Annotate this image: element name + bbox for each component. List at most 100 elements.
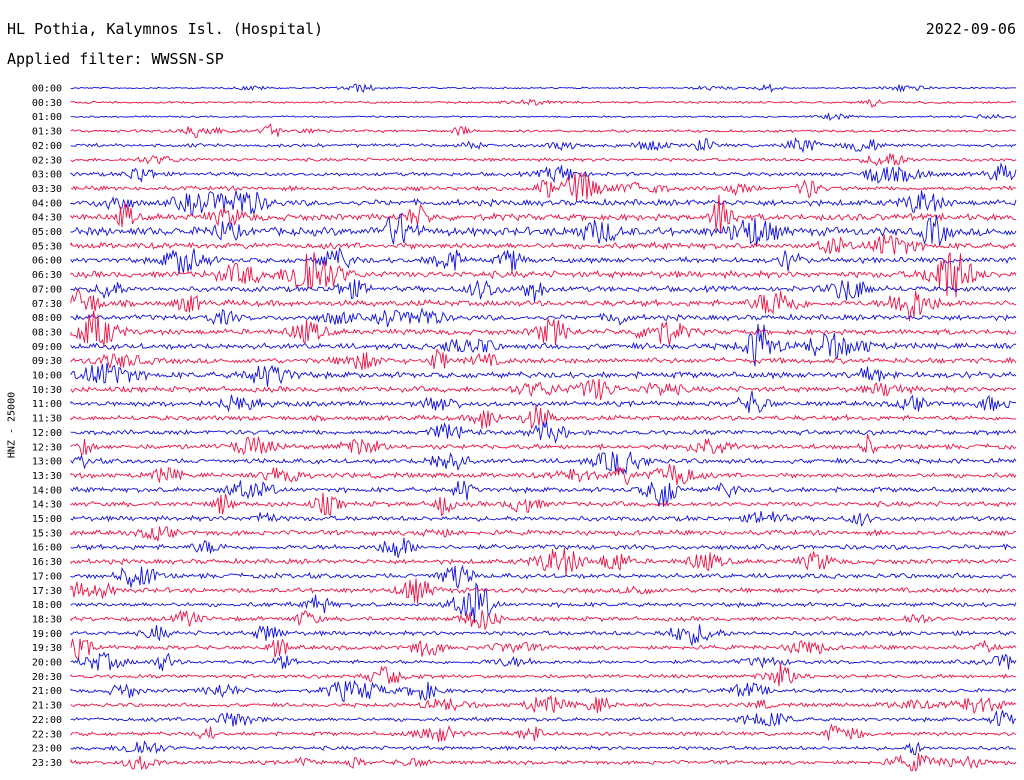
trace-row	[70, 348, 1017, 371]
trace-row	[70, 537, 1017, 558]
trace-row	[70, 578, 1017, 604]
row-time-label: 07:30	[32, 299, 62, 310]
trace-row	[70, 190, 1017, 217]
station-title: HL Pothia, Kalymnos Isl. (Hospital)	[7, 20, 324, 38]
row-time-label: 17:30	[32, 586, 62, 597]
row-time-label: 08:00	[32, 313, 62, 324]
trace-row	[70, 564, 1017, 590]
trace-row	[70, 246, 1017, 274]
row-time-label: 13:30	[32, 471, 62, 482]
trace-row	[70, 153, 1017, 167]
trace-row	[70, 83, 1017, 93]
trace-row	[70, 464, 1017, 486]
row-time-label: 01:30	[32, 127, 62, 138]
trace-row	[70, 307, 1017, 328]
row-time-label: 03:00	[32, 170, 62, 181]
row-time-label: 14:30	[32, 500, 62, 511]
row-time-label: 16:00	[32, 543, 62, 554]
trace-row	[70, 624, 1017, 647]
row-time-label: 16:30	[32, 557, 62, 568]
trace-row	[70, 480, 1017, 507]
trace-row	[70, 638, 1017, 661]
row-time-label: 23:00	[32, 744, 62, 755]
trace-row	[70, 651, 1017, 672]
trace-row	[70, 581, 1017, 623]
trace-row	[70, 609, 1017, 631]
trace-row	[70, 492, 1017, 517]
row-time-label: 05:00	[32, 227, 62, 238]
record-date: 2022-09-06	[925, 20, 1016, 38]
row-time-label: 19:30	[32, 643, 62, 654]
trace-row	[70, 234, 1017, 255]
trace-row	[70, 391, 1017, 414]
row-time-label: 04:30	[32, 213, 62, 224]
row-time-label: 21:00	[32, 686, 62, 697]
row-time-label: 08:30	[32, 327, 62, 338]
trace-row	[70, 434, 1017, 456]
trace-row	[70, 137, 1017, 154]
row-time-label: 02:00	[32, 141, 62, 152]
trace-row	[70, 525, 1017, 542]
row-time-label: 13:00	[32, 457, 62, 468]
trace-row	[70, 112, 1017, 121]
row-time-label: 05:30	[32, 241, 62, 252]
row-time-label: 10:30	[32, 385, 62, 396]
row-time-label: 11:30	[32, 414, 62, 425]
row-time-label: 22:00	[32, 715, 62, 726]
trace-row	[70, 194, 1017, 234]
row-time-label: 21:30	[32, 701, 62, 712]
trace-row	[70, 740, 1016, 756]
trace-row	[70, 362, 1017, 387]
trace-row	[70, 451, 1017, 475]
trace-row	[70, 723, 1017, 742]
row-time-label: 09:00	[32, 342, 62, 353]
trace-row	[70, 252, 1017, 298]
row-time-label: 23:30	[32, 758, 62, 769]
trace-row	[70, 547, 1017, 575]
trace-row	[70, 753, 1017, 772]
trace-row	[70, 98, 1017, 109]
trace-row	[70, 420, 1017, 444]
trace-row	[70, 123, 1017, 138]
row-time-label: 12:00	[32, 428, 62, 439]
trace-row	[70, 288, 1017, 322]
row-time-label: 20:00	[32, 658, 62, 669]
trace-row	[70, 171, 1017, 202]
row-time-label: 09:30	[32, 356, 62, 367]
row-time-label: 22:30	[32, 729, 62, 740]
row-time-label: 17:00	[32, 571, 62, 582]
trace-row	[70, 710, 1017, 727]
row-time-label: 00:30	[32, 98, 62, 109]
trace-row	[70, 212, 1017, 247]
row-time-label: 07:00	[32, 284, 62, 295]
row-time-label: 01:00	[32, 112, 62, 123]
trace-row	[70, 679, 1017, 703]
row-time-label: 11:00	[32, 399, 62, 410]
trace-row	[70, 662, 1016, 687]
row-time-label: 19:00	[32, 629, 62, 640]
row-time-label: 02:30	[32, 155, 62, 166]
row-time-label: 12:30	[32, 442, 62, 453]
row-time-label: 20:30	[32, 672, 62, 683]
trace-row	[70, 279, 1017, 302]
trace-row	[70, 323, 1017, 367]
trace-row	[70, 378, 1017, 401]
trace-row	[70, 405, 1017, 429]
trace-row	[70, 162, 1017, 184]
trace-row	[70, 511, 1017, 527]
row-time-label: 18:00	[32, 600, 62, 611]
row-time-label: 15:00	[32, 514, 62, 525]
filter-label: Applied filter: WWSSN-SP	[7, 50, 224, 68]
row-time-label: 10:00	[32, 371, 62, 382]
row-time-label: 00:00	[32, 84, 62, 95]
row-time-label: 03:30	[32, 184, 62, 195]
trace-row	[70, 310, 1017, 347]
row-time-label: 14:00	[32, 485, 62, 496]
row-time-label: 04:00	[32, 198, 62, 209]
row-time-label: 06:00	[32, 256, 62, 267]
trace-row	[70, 694, 1017, 715]
row-time-label: 18:30	[32, 614, 62, 625]
row-time-label: 06:30	[32, 270, 62, 281]
row-time-label: 15:30	[32, 528, 62, 539]
